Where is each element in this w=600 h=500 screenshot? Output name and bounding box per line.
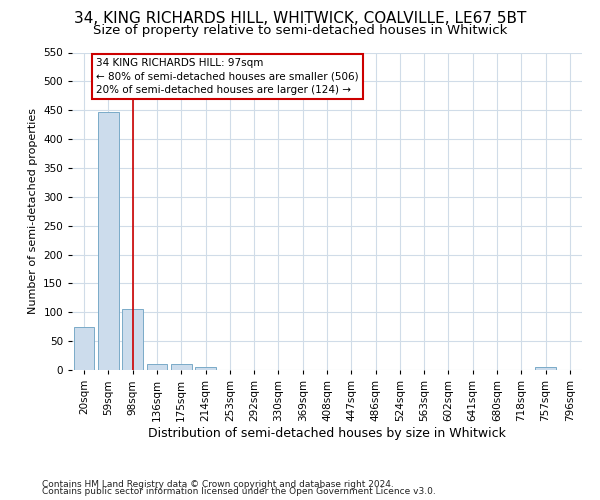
Bar <box>171 364 191 370</box>
Bar <box>146 364 167 370</box>
Bar <box>195 367 216 370</box>
Text: Contains HM Land Registry data © Crown copyright and database right 2024.: Contains HM Land Registry data © Crown c… <box>42 480 394 489</box>
Text: 34 KING RICHARDS HILL: 97sqm
← 80% of semi-detached houses are smaller (506)
20%: 34 KING RICHARDS HILL: 97sqm ← 80% of se… <box>96 58 359 94</box>
Bar <box>98 112 119 370</box>
Bar <box>74 326 94 370</box>
Bar <box>122 310 143 370</box>
Y-axis label: Number of semi-detached properties: Number of semi-detached properties <box>28 108 38 314</box>
X-axis label: Distribution of semi-detached houses by size in Whitwick: Distribution of semi-detached houses by … <box>148 426 506 440</box>
Text: Contains public sector information licensed under the Open Government Licence v3: Contains public sector information licen… <box>42 487 436 496</box>
Bar <box>535 367 556 370</box>
Text: Size of property relative to semi-detached houses in Whitwick: Size of property relative to semi-detach… <box>93 24 507 37</box>
Text: 34, KING RICHARDS HILL, WHITWICK, COALVILLE, LE67 5BT: 34, KING RICHARDS HILL, WHITWICK, COALVI… <box>74 11 526 26</box>
